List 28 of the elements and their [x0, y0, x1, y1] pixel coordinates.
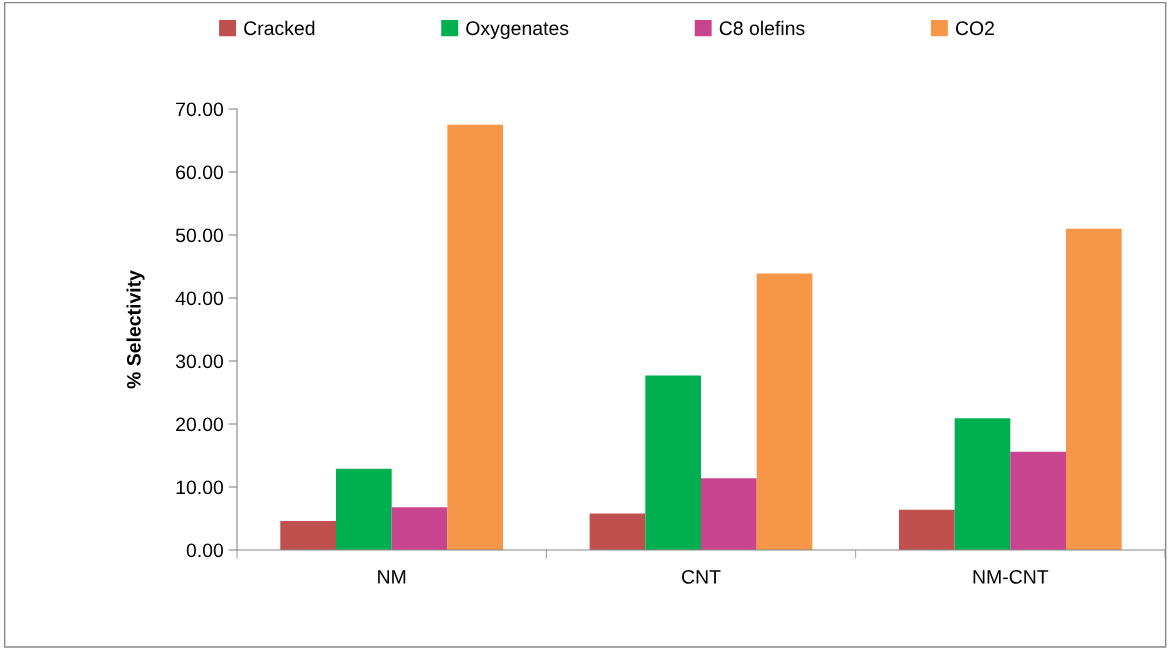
- x-tick-label: NM-CNT: [973, 569, 1049, 584]
- bar: [645, 375, 701, 550]
- legend-label: CO2: [955, 21, 994, 36]
- y-tick-label: 10.00: [176, 480, 224, 495]
- bar: [280, 521, 336, 550]
- bar: [701, 478, 757, 550]
- y-tick-label: 0.00: [186, 543, 224, 558]
- x-tick-label: NM: [378, 570, 406, 584]
- bar: [1066, 228, 1122, 550]
- bar: [954, 418, 1011, 550]
- legend-label: Cracked: [244, 20, 315, 36]
- legend-label: C8 olefins: [719, 20, 805, 36]
- bar: [1010, 451, 1067, 550]
- y-tick-label: 40.00: [175, 291, 224, 306]
- bar: [335, 468, 392, 550]
- bar: [447, 124, 504, 550]
- bar: [756, 273, 813, 550]
- x-tick-label: CNT: [682, 569, 721, 584]
- y-tick-label: 50.00: [175, 228, 224, 243]
- bar: [898, 509, 955, 550]
- y-axis-title: % Selectivity: [126, 270, 145, 389]
- y-tick-label: 20.00: [176, 417, 224, 432]
- y-tick-label: 30.00: [175, 354, 224, 369]
- bar: [589, 513, 646, 550]
- y-tick-label: 70.00: [176, 102, 224, 117]
- bar: [391, 507, 448, 550]
- legend-label: Oxygenates: [466, 21, 569, 39]
- y-tick-label: 60.00: [176, 165, 224, 180]
